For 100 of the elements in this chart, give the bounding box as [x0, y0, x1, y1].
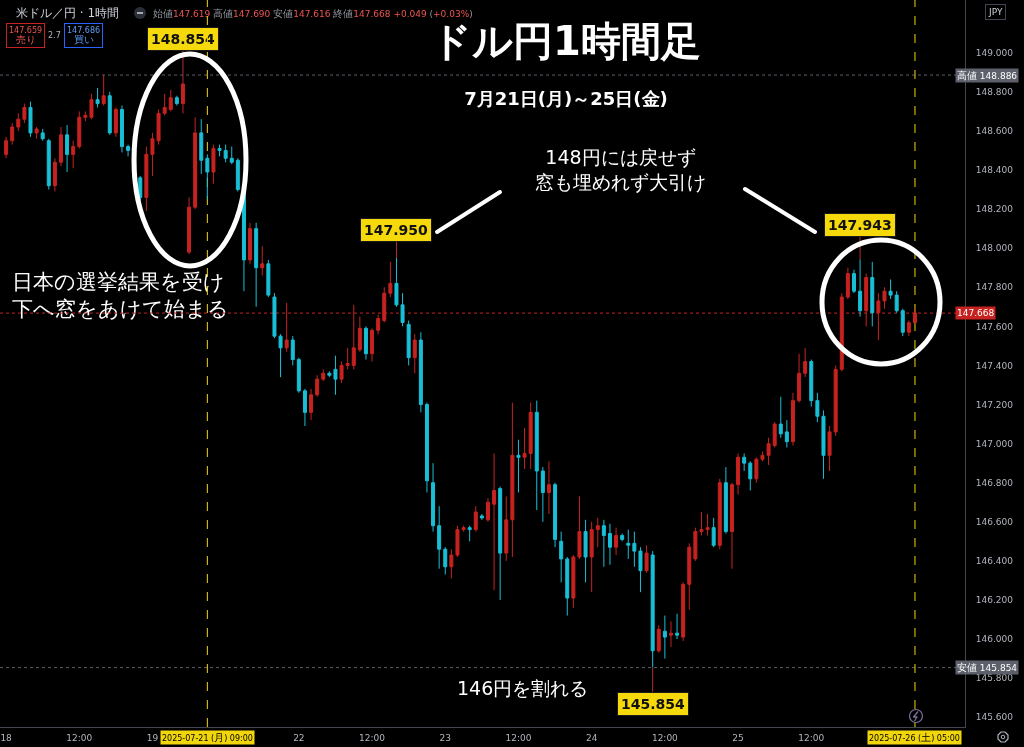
candlestick [510, 402, 515, 558]
y-tick-label: 147.200 [975, 399, 1014, 410]
y-tick-label: 147.600 [975, 321, 1014, 332]
candlestick [126, 144, 131, 157]
candlestick [46, 138, 51, 191]
candlestick [888, 278, 893, 300]
y-tick-label: 148.600 [975, 126, 1014, 137]
candlestick [687, 542, 692, 611]
candlestick [662, 615, 667, 660]
candlestick [748, 460, 753, 492]
candlestick [797, 353, 802, 404]
candlestick [644, 544, 649, 574]
candlestick [34, 126, 39, 140]
text: ドル円1時間足 [431, 18, 701, 64]
candlestick [546, 460, 551, 515]
candlestick [52, 157, 57, 193]
candlestick [553, 482, 558, 548]
candlestick [668, 620, 673, 648]
candlestick [101, 74, 106, 107]
candlestick [620, 533, 625, 542]
x-tick-label: 23 [439, 732, 451, 743]
candlestick [528, 402, 533, 470]
candlestick [827, 425, 832, 472]
annotation: 2.7 [48, 31, 61, 40]
candlestick [113, 106, 118, 138]
candlestick [119, 105, 124, 153]
text: 始値147.619 高値147.690 安値147.616 終値147.668 +0.049 (+0.03%) [153, 8, 473, 19]
candlestick [851, 269, 856, 294]
candlestick [266, 259, 271, 298]
annotation: 148円には戻せず窓も埋めれず大引け [535, 146, 706, 193]
candlestick [4, 136, 9, 159]
candlestick [418, 331, 423, 413]
candlestick [254, 222, 259, 308]
candlestick [229, 146, 234, 165]
candlestick [479, 513, 484, 521]
candlestick [211, 144, 216, 185]
ref-line-label: 2025-07-26 (土) 05:00 [869, 732, 960, 743]
candlestick [626, 529, 631, 560]
candlestick [498, 486, 503, 601]
candlestick [168, 89, 173, 112]
x-tick-label: 18 [0, 732, 13, 743]
candlestick [22, 103, 27, 124]
y-tick-label: 146.600 [975, 516, 1014, 527]
candlestick [607, 523, 612, 566]
candlestick [58, 126, 63, 167]
candlestick [248, 222, 253, 265]
candlestick [833, 364, 838, 437]
candlestick [809, 359, 814, 407]
candlestick [205, 153, 210, 200]
candlestick [504, 495, 509, 562]
candlestick [431, 462, 436, 533]
candlestick [742, 452, 747, 472]
y-tick-label: 146.800 [975, 477, 1014, 488]
candlestick [107, 91, 112, 136]
candlestick [778, 396, 783, 439]
candlestick [894, 290, 899, 314]
ref-line-label: 安値 145.854 [957, 662, 1018, 673]
x-tick-label: 12:00 [651, 732, 679, 743]
y-tick-label: 147.800 [975, 282, 1014, 293]
text: JPY [988, 7, 1003, 17]
ref-line-label: 高値 148.886 [957, 70, 1018, 81]
candlestick [589, 521, 594, 593]
candlestick [406, 320, 411, 366]
candlestick [656, 624, 661, 654]
x-tick-label: 12:00 [798, 732, 825, 743]
candlestick [388, 261, 393, 298]
candlestick [675, 613, 680, 640]
candlestick [260, 245, 265, 277]
candlestick [290, 335, 295, 366]
candlestick [370, 327, 375, 363]
y-tick-label: 146.200 [975, 595, 1014, 606]
candlestick [614, 527, 619, 556]
candlestick [357, 316, 362, 353]
x-tick-label: 12:00 [66, 732, 93, 743]
candlestick [565, 556, 570, 617]
candlestick [187, 196, 192, 255]
candlestick [772, 421, 777, 449]
candlestick [711, 517, 716, 548]
text: 7月21日(月)～25日(金) [464, 88, 668, 110]
annotation: 146円を割れる [457, 677, 589, 699]
candlestick [485, 497, 490, 523]
candlestick [412, 333, 417, 374]
candlestick [65, 124, 70, 173]
candlestick [473, 505, 478, 533]
candlestick [339, 361, 344, 384]
candlestick [736, 452, 741, 495]
candlestick [16, 112, 21, 132]
annotation: 147.950 [364, 222, 429, 238]
candlestick [681, 581, 686, 642]
y-tick-label: 145.800 [975, 673, 1014, 684]
candlestick [309, 388, 314, 421]
x-tick-label: 22 [293, 732, 305, 743]
candlestick [40, 128, 45, 142]
candlestick [321, 368, 326, 382]
y-tick-label: 148.800 [975, 87, 1014, 97]
candlestick [424, 402, 429, 493]
candlestick [540, 466, 545, 523]
candlestick [534, 400, 539, 511]
y-tick-label: 145.600 [975, 712, 1014, 723]
candlestick [443, 546, 448, 576]
